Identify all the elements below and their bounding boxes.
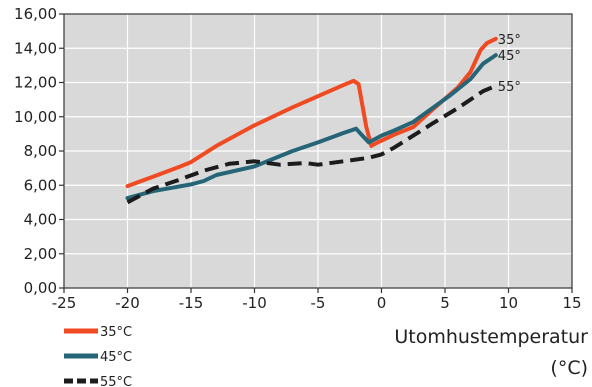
y-tick-label: 6,00 <box>24 176 57 194</box>
series-layer <box>125 36 498 205</box>
y-tick-label: 4,00 <box>24 211 57 229</box>
x-axis-unit: (°C) <box>550 357 588 379</box>
x-tick-label: 10 <box>499 294 518 312</box>
x-tick-labels: -25 -20 -15 -10 -5 0 5 10 15 <box>52 294 582 312</box>
series-line-3 <box>126 84 497 205</box>
y-tick-label: 2,00 <box>24 245 57 263</box>
legend-label: 55°C <box>100 375 132 387</box>
y-tick-labels: 0,00 2,00 4,00 6,00 8,00 10,00 12,00 14,00 16,00 <box>14 5 57 297</box>
series-end-label: 45° <box>498 49 521 64</box>
y-tick-label: 16,00 <box>14 5 57 23</box>
x-tick-label: -25 <box>52 294 77 312</box>
legend-label: 45°C <box>100 350 132 365</box>
series-line-2 <box>125 53 498 201</box>
x-tick-label: -15 <box>179 294 204 312</box>
x-tick-label: -20 <box>115 294 140 312</box>
x-tick-label: 0 <box>377 294 387 312</box>
series-end-labels: 35°45° 55° <box>498 33 521 95</box>
x-tick-label: 5 <box>440 294 450 312</box>
legend: 35°C 45°C 55°C <box>64 325 132 387</box>
series-end-label: 35° <box>498 33 521 48</box>
x-axis-label: Utomhustemperatur <box>394 326 588 348</box>
x-tick-label: -5 <box>311 294 326 312</box>
axes <box>59 13 573 293</box>
series-end-label: 55° <box>498 80 521 95</box>
y-tick-label: 10,00 <box>14 108 57 126</box>
y-tick-label: 8,00 <box>24 142 57 160</box>
y-tick-label: 14,00 <box>14 39 57 57</box>
y-tick-label: 0,00 <box>24 279 57 297</box>
x-tick-label: 15 <box>562 294 581 312</box>
y-tick-label: 12,00 <box>14 74 57 92</box>
series-line-1 <box>125 36 498 189</box>
legend-label: 35°C <box>100 325 132 340</box>
x-tick-label: -10 <box>242 294 267 312</box>
